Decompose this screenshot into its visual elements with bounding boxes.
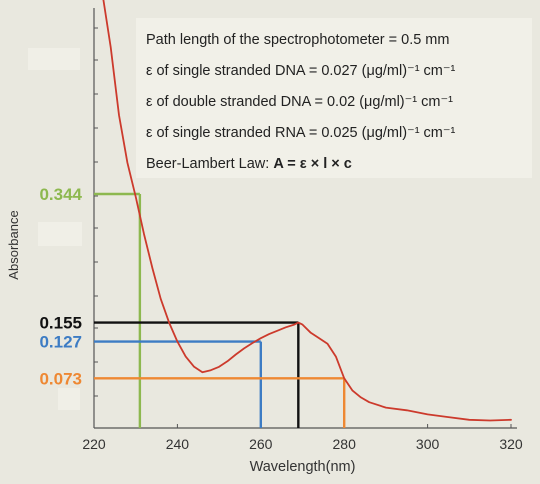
background-block: [58, 388, 80, 410]
y-axis-title: Absorbance: [6, 210, 21, 279]
info-ss-dna: ε of single stranded DNA = 0.027 (μg/ml)…: [146, 63, 456, 79]
background-block: [28, 48, 80, 70]
info-beer-lambert: Beer-Lambert Law: A = ε × l × c: [146, 156, 352, 172]
annotation-label: 0.344: [39, 185, 82, 204]
x-tick-label: 280: [333, 436, 357, 452]
info-box: [136, 18, 532, 178]
x-tick-label: 320: [499, 436, 523, 452]
x-tick-label: 300: [416, 436, 440, 452]
x-tick-label: 240: [166, 436, 190, 452]
beer-lambert-prefix: Beer-Lambert Law:: [146, 156, 274, 172]
x-tick-label: 220: [82, 436, 106, 452]
beer-lambert-formula: A = ε × l × c: [273, 156, 352, 172]
x-tick-label: 260: [249, 436, 273, 452]
annotation-label: 0.155: [39, 314, 82, 333]
info-ss-rna: ε of single stranded RNA = 0.025 (μg/ml)…: [146, 125, 456, 141]
x-axis-title: Wavelength(nm): [250, 459, 356, 475]
annotation-label: 0.127: [39, 333, 82, 352]
info-ds-dna: ε of double stranded DNA = 0.02 (μg/ml)⁻…: [146, 94, 453, 110]
info-path-length: Path length of the spectrophotometer = 0…: [146, 32, 450, 48]
background-block: [38, 222, 82, 246]
annotation-label: 0.073: [39, 369, 82, 388]
absorbance-curve: [102, 0, 512, 422]
